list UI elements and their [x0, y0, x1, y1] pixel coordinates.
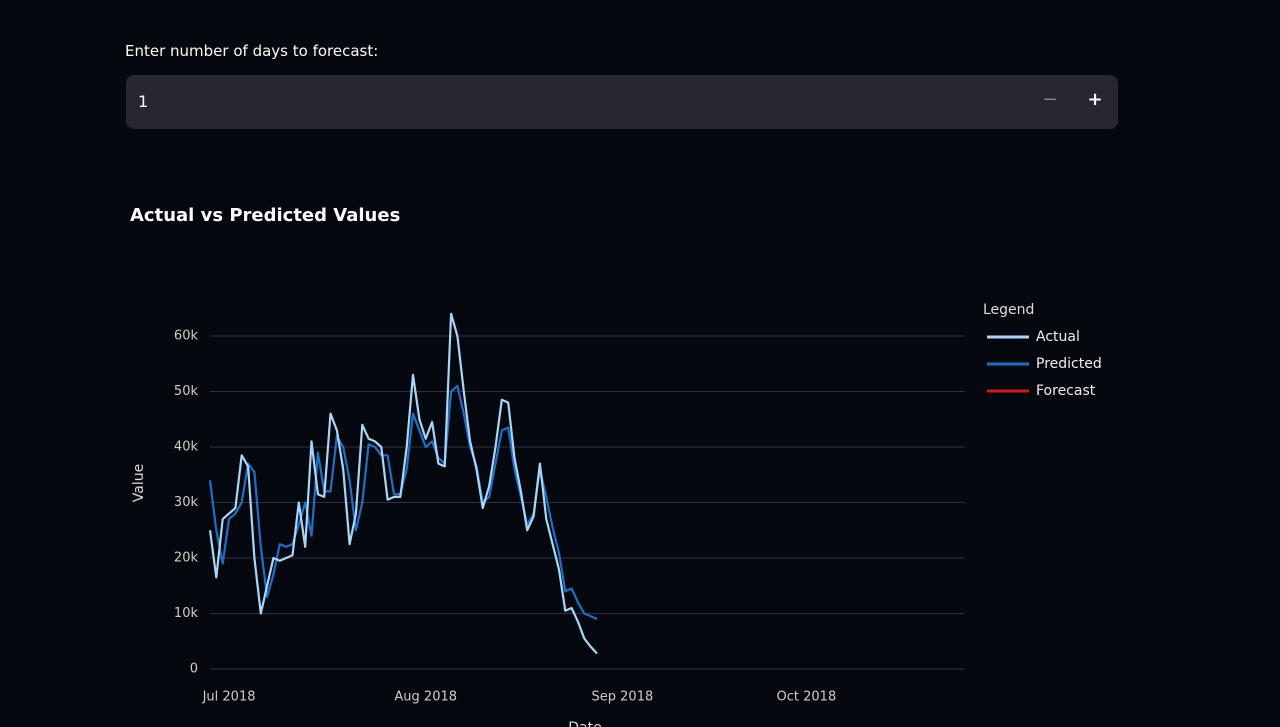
legend-title: Legend [983, 302, 1034, 318]
legend-label: Predicted [1036, 356, 1102, 372]
legend-label: Forecast [1036, 383, 1096, 399]
decrement-button[interactable]: − [1042, 89, 1058, 110]
legend-label: Actual [1036, 329, 1080, 345]
y-tick-label: 60k [174, 329, 199, 344]
input-value[interactable]: 1 [138, 92, 149, 111]
y-tick-label: 20k [174, 551, 199, 566]
series-line [208, 384, 598, 621]
number-input[interactable]: 1 − + [126, 75, 1118, 129]
increment-button[interactable]: + [1087, 89, 1103, 110]
input-label: Enter number of days to forecast: [125, 42, 379, 60]
x-axis-label: Date [568, 720, 601, 727]
y-tick-label: 30k [174, 495, 199, 510]
x-tick-label: Sep 2018 [592, 690, 654, 705]
y-tick-label: 50k [174, 384, 199, 399]
x-tick-label: Oct 2018 [777, 690, 837, 705]
x-tick-label: Jul 2018 [202, 690, 256, 705]
y-tick-label: 40k [174, 440, 199, 455]
y-tick-label: 10k [174, 606, 199, 621]
series-line [208, 312, 598, 655]
chart-title: Actual vs Predicted Values [130, 205, 400, 226]
y-tick-label: 0 [190, 662, 198, 677]
y-axis-label: Value [131, 464, 147, 502]
x-tick-label: Aug 2018 [394, 690, 457, 705]
